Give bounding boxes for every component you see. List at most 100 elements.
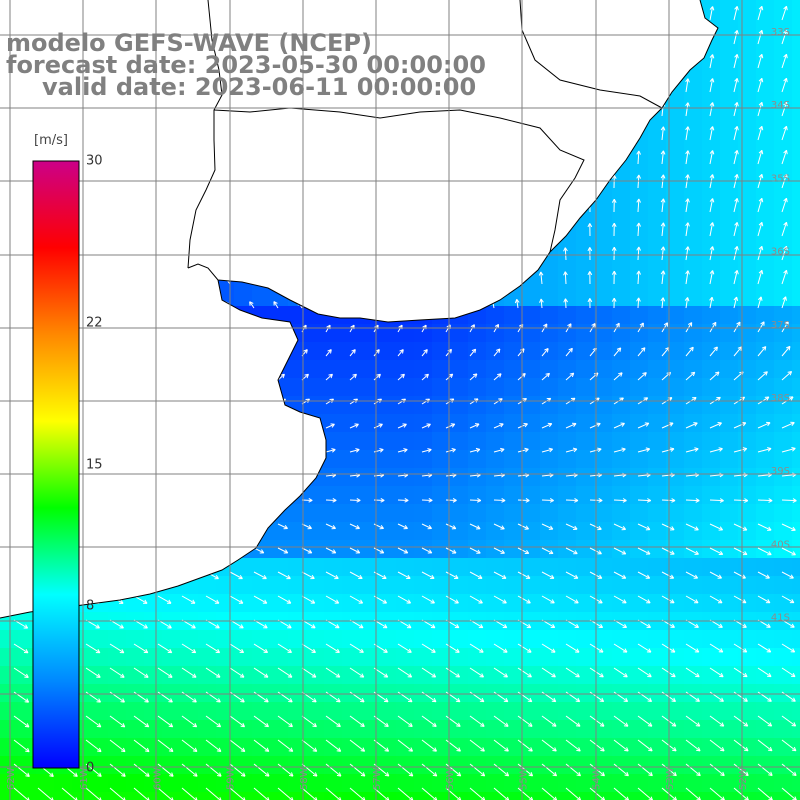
speed-cell [558, 738, 577, 757]
wind-arrow [421, 497, 433, 503]
speed-cell [540, 702, 559, 721]
wind-arrow [685, 78, 690, 93]
speed-cell [558, 540, 577, 559]
speed-cell [468, 594, 487, 613]
speed-cell [288, 306, 307, 325]
speed-cell [468, 540, 487, 559]
speed-cell [630, 558, 649, 577]
wind-arrow [637, 643, 652, 653]
speed-cell [198, 648, 217, 667]
speed-cell [108, 792, 127, 800]
colorbar-tick-label: 15 [86, 457, 103, 472]
wind-arrow [469, 763, 486, 777]
wind-arrow [253, 715, 269, 728]
wind-arrow [301, 739, 318, 752]
speed-cell [666, 756, 685, 775]
latitude-labels: 33S 34S 35S 36S 37S 38S 39S 40S 41S [771, 27, 790, 624]
wind-arrow [421, 715, 437, 727]
speed-cell [324, 450, 343, 469]
speed-cell [648, 540, 667, 559]
wind-arrow [709, 126, 715, 141]
speed-cell [414, 378, 433, 397]
speed-cell [774, 72, 793, 91]
speed-cell [396, 684, 415, 703]
speed-cell [612, 756, 631, 775]
speed-cell [756, 180, 775, 199]
speed-cell [720, 324, 739, 343]
speed-cell [270, 738, 289, 757]
wind-arrow [325, 715, 341, 728]
speed-cell [198, 576, 217, 595]
wind-arrow [613, 643, 628, 653]
speed-cell [360, 648, 379, 667]
speed-cell [432, 396, 451, 415]
speed-cell [666, 324, 685, 343]
speed-cell [720, 756, 739, 775]
speed-cell [558, 342, 577, 361]
speed-cell [504, 324, 523, 343]
wind-arrow [325, 739, 342, 752]
speed-cell [144, 702, 163, 721]
wind-arrow [229, 715, 246, 728]
speed-cell [468, 504, 487, 523]
speed-cell [720, 594, 739, 613]
wind-arrow [181, 595, 196, 604]
speed-cell [450, 450, 469, 469]
speed-cell [720, 468, 739, 487]
speed-cell [198, 702, 217, 721]
speed-cell [126, 630, 145, 649]
speed-cell [648, 378, 667, 397]
speed-cell [738, 72, 757, 91]
speed-cell [468, 324, 487, 343]
speed-cell [342, 738, 361, 757]
speed-cell [630, 702, 649, 721]
wind-arrow [613, 763, 629, 777]
wind-arrow [493, 643, 508, 653]
wind-arrow [397, 349, 404, 357]
wind-arrow [637, 595, 651, 604]
speed-cell [738, 234, 757, 253]
speed-cell [720, 576, 739, 595]
wind-arrow [421, 448, 432, 453]
speed-cell [450, 792, 469, 800]
speed-cell [738, 648, 757, 667]
speed-cell [360, 702, 379, 721]
wind-arrow [733, 643, 748, 653]
wind-arrow [349, 547, 361, 554]
wind-arrow [13, 667, 29, 678]
speed-cell [414, 738, 433, 757]
wind-arrow [709, 321, 717, 333]
wind-arrow [637, 571, 651, 579]
speed-cell [540, 306, 559, 325]
speed-cell [108, 756, 127, 775]
speed-cell [396, 378, 415, 397]
wind-arrow [637, 763, 653, 777]
wind-arrow [733, 30, 739, 45]
wind-arrow [421, 423, 431, 429]
speed-cell [792, 684, 800, 703]
speed-cell [756, 630, 775, 649]
speed-cell [468, 648, 487, 667]
speed-cell [648, 468, 667, 487]
wind-arrow [493, 571, 507, 579]
speed-cell [684, 684, 703, 703]
speed-cell [504, 504, 523, 523]
speed-cell [576, 522, 595, 541]
speed-cell [792, 396, 800, 415]
wind-arrow [685, 102, 690, 117]
speed-cell [666, 414, 685, 433]
speed-cell [378, 540, 397, 559]
wind-arrow [757, 447, 772, 453]
speed-cell [792, 0, 800, 19]
speed-cell [414, 396, 433, 415]
speed-cell [108, 702, 127, 721]
speed-cell [630, 648, 649, 667]
speed-cell [306, 360, 325, 379]
colorbar-unit: [m/s] [34, 133, 68, 148]
latitude-label: 41S [771, 613, 790, 624]
wind-arrow [636, 222, 642, 237]
wind-arrow [709, 371, 720, 381]
speed-cell [486, 324, 505, 343]
speed-cell [342, 702, 361, 721]
